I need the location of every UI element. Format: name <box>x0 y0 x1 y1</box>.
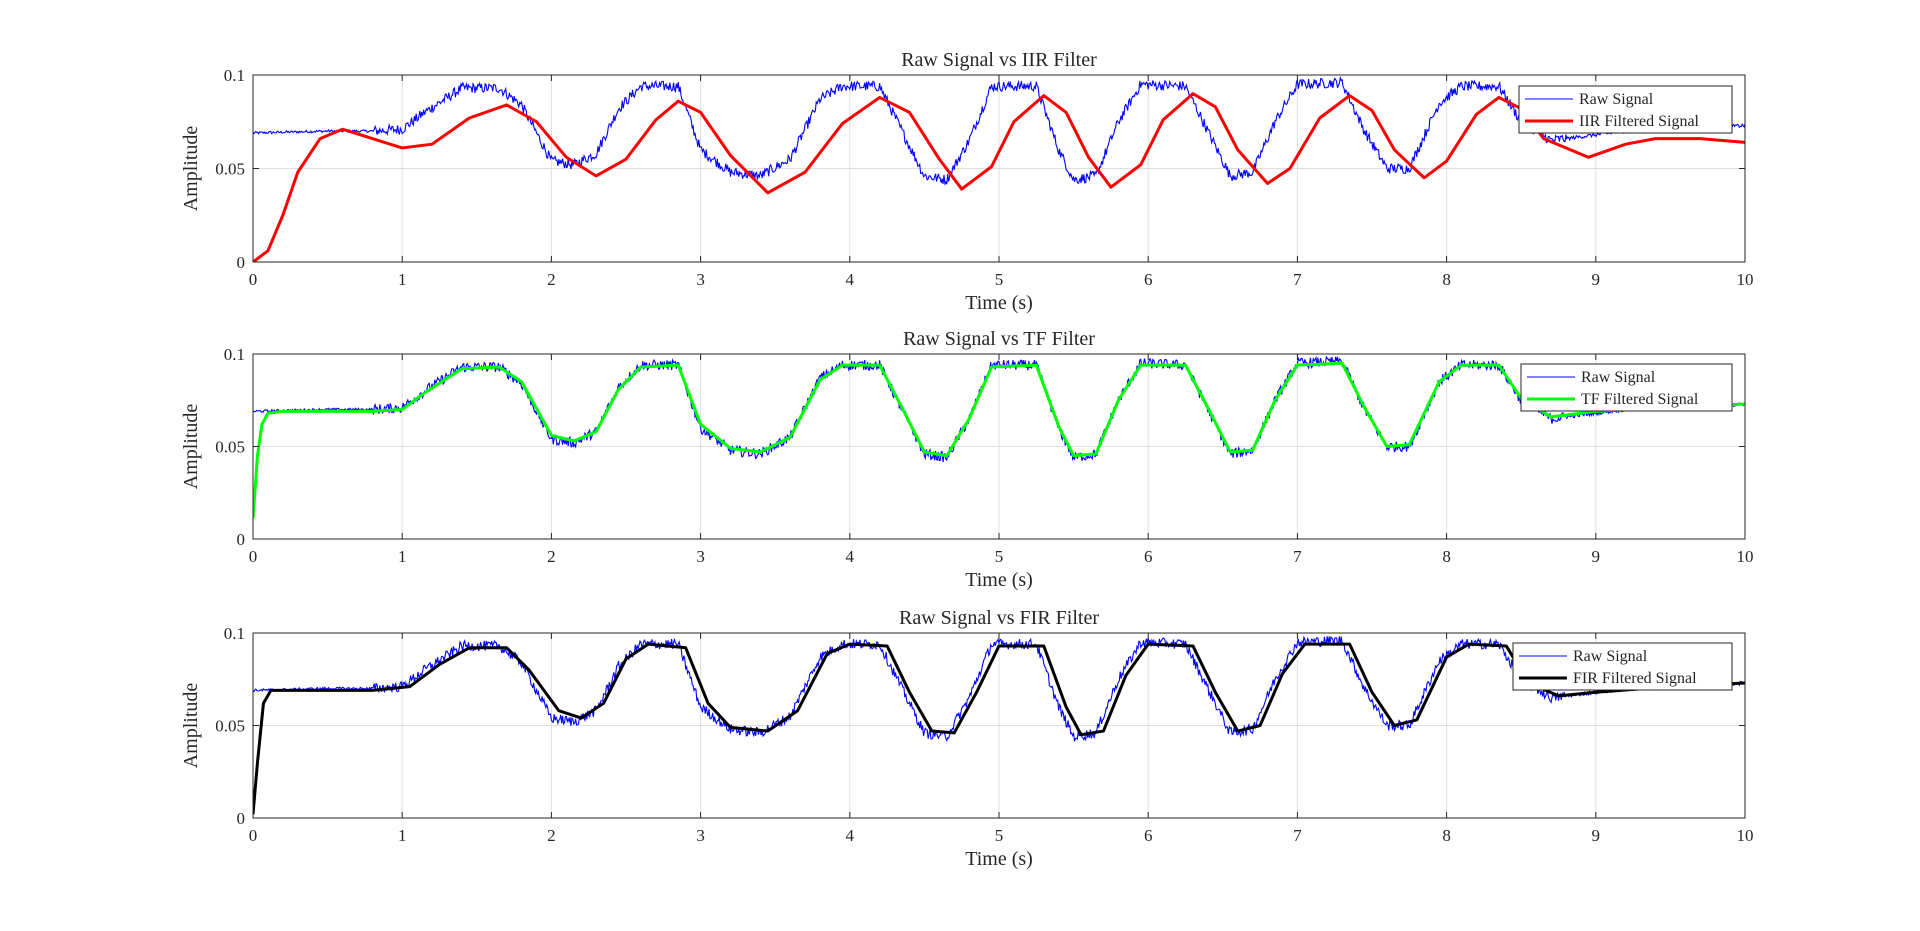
series-line-filtered-signal <box>253 642 1745 815</box>
x-axis-label: Time (s) <box>965 569 1033 591</box>
x-tick-label: 1 <box>398 270 407 289</box>
legend-label: TF Filtered Signal <box>1581 391 1699 408</box>
x-tick-label: 1 <box>398 547 407 566</box>
x-tick-label: 0 <box>249 547 258 566</box>
series-line-raw-signal <box>253 635 1567 743</box>
x-axis-label: Time (s) <box>965 848 1033 870</box>
chart-panel-2: 0 1 2 3 4 5 6 7 8 9 10 0 0.05 0.1 Raw Signal vs TF Fil… <box>180 328 1754 591</box>
chart-title: Raw Signal vs IIR Filter <box>901 49 1097 71</box>
y-tick-label: 0.1 <box>224 345 245 364</box>
x-tick-label: 7 <box>1293 547 1302 566</box>
x-tick-label: 2 <box>547 547 556 566</box>
x-tick-label: 8 <box>1442 270 1451 289</box>
x-tick-label: 9 <box>1592 547 1601 566</box>
chart-panel-1: 0 1 2 3 4 5 6 7 8 9 10 0 0.05 0.1 Raw Signal vs IIR Fi… <box>180 49 1754 314</box>
x-tick-label: 8 <box>1442 547 1451 566</box>
legend-label: IIR Filtered Signal <box>1579 113 1700 130</box>
x-tick-label: 5 <box>995 547 1004 566</box>
x-tick-label: 3 <box>696 826 705 845</box>
y-tick-label: 0.05 <box>215 438 245 457</box>
legend: Raw Signal TF Filtered Signal <box>1520 363 1733 412</box>
x-tick-label: 1 <box>398 826 407 845</box>
x-tick-label: 10 <box>1737 547 1754 566</box>
x-tick-label: 5 <box>995 826 1004 845</box>
y-tick-label: 0.05 <box>215 160 245 179</box>
x-tick-label: 6 <box>1144 270 1153 289</box>
x-tick-label: 6 <box>1144 547 1153 566</box>
x-axis-label: Time (s) <box>965 292 1033 314</box>
chart-title: Raw Signal vs FIR Filter <box>899 607 1099 629</box>
x-tick-label: 3 <box>696 270 705 289</box>
chart-panel-3: 0 1 2 3 4 5 6 7 8 9 10 0 0.05 0.1 Raw Signal vs FIR Fi… <box>180 607 1754 870</box>
x-tick-label: 4 <box>846 826 855 845</box>
x-tick-label: 9 <box>1592 270 1601 289</box>
y-tick-label: 0.1 <box>224 66 245 85</box>
legend-label: Raw Signal <box>1579 91 1654 108</box>
x-tick-label: 8 <box>1442 826 1451 845</box>
y-tick-label: 0.1 <box>224 624 245 643</box>
y-axis-label: Amplitude <box>180 126 202 212</box>
x-tick-label: 0 <box>249 270 258 289</box>
x-tick-label: 0 <box>249 826 258 845</box>
x-tick-label: 6 <box>1144 826 1153 845</box>
y-axis-label: Amplitude <box>180 683 202 769</box>
x-tick-label: 9 <box>1592 826 1601 845</box>
legend-box <box>1518 85 1733 134</box>
series-line-filtered-signal <box>253 361 1745 519</box>
legend-label: FIR Filtered Signal <box>1573 670 1697 687</box>
legend-box <box>1512 642 1733 691</box>
x-tick-label: 2 <box>547 270 556 289</box>
x-tick-label: 10 <box>1737 826 1754 845</box>
legend-label: Raw Signal <box>1581 369 1656 386</box>
x-tick-label: 4 <box>846 547 855 566</box>
series-line-filtered-signal <box>253 92 1745 262</box>
x-tick-label: 7 <box>1293 826 1302 845</box>
series-line-raw-signal <box>253 75 1567 186</box>
legend-label: Raw Signal <box>1573 648 1648 665</box>
legend-box <box>1520 363 1733 412</box>
legend: Raw Signal FIR Filtered Signal <box>1512 642 1733 691</box>
y-tick-label: 0 <box>237 809 246 828</box>
x-tick-label: 3 <box>696 547 705 566</box>
x-tick-label: 4 <box>846 270 855 289</box>
y-axis-label: Amplitude <box>180 404 202 490</box>
chart-title: Raw Signal vs TF Filter <box>903 328 1095 350</box>
y-tick-label: 0 <box>237 253 246 272</box>
legend: Raw Signal IIR Filtered Signal <box>1518 85 1733 134</box>
y-tick-label: 0.05 <box>215 717 245 736</box>
x-tick-label: 10 <box>1737 270 1754 289</box>
x-tick-label: 7 <box>1293 270 1302 289</box>
x-tick-label: 5 <box>995 270 1004 289</box>
y-tick-label: 0 <box>237 530 246 549</box>
x-tick-label: 2 <box>547 826 556 845</box>
